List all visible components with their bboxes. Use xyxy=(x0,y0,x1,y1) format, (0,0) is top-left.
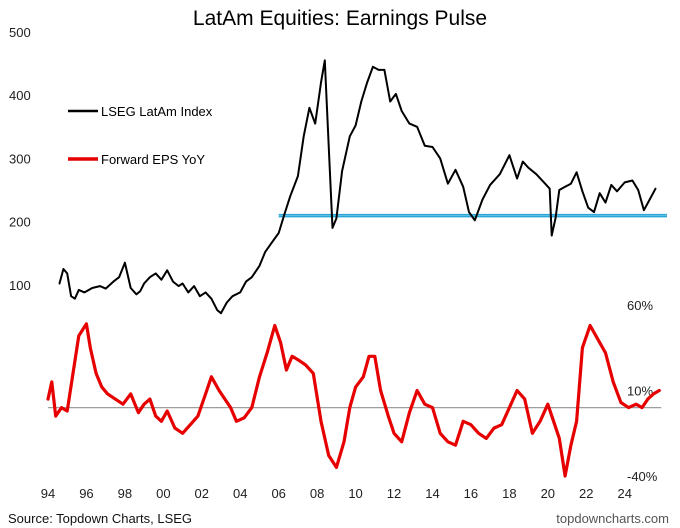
x-tick-label: 04 xyxy=(233,486,247,501)
legend-label-index: LSEG LatAm Index xyxy=(101,104,213,119)
x-tick-label: 98 xyxy=(118,486,132,501)
x-tick-label: 18 xyxy=(502,486,516,501)
x-tick-label: 00 xyxy=(156,486,170,501)
chart-title: LatAm Equities: Earnings Pulse xyxy=(193,7,487,30)
legend: LSEG LatAm Index Forward EPS YoY xyxy=(68,104,213,167)
x-axis-ticks: 94 96 98 00 02 04 06 08 10 12 14 16 18 20 22 24 xyxy=(41,486,632,501)
x-tick-label: 94 xyxy=(41,486,55,501)
series-line-latam-index xyxy=(58,59,657,315)
x-tick-label: 16 xyxy=(464,486,478,501)
chart-series xyxy=(46,59,661,478)
x-tick-label: 08 xyxy=(310,486,324,501)
right-tick-label: 60% xyxy=(627,298,653,313)
x-tick-label: 10 xyxy=(348,486,362,501)
x-tick-label: 22 xyxy=(579,486,593,501)
x-tick-label: 12 xyxy=(387,486,401,501)
legend-item-eps: Forward EPS YoY xyxy=(68,152,205,167)
right-tick-label: 10% xyxy=(627,384,653,399)
x-tick-label: 02 xyxy=(195,486,209,501)
right-tick-label: -40% xyxy=(627,469,658,484)
left-axis-ticks: 100 200 300 400 500 xyxy=(9,25,31,293)
left-tick-label: 300 xyxy=(9,151,31,166)
source-text: Source: Topdown Charts, LSEG xyxy=(8,511,192,526)
left-tick-label: 100 xyxy=(9,278,31,293)
legend-label-eps: Forward EPS YoY xyxy=(101,152,205,167)
x-tick-label: 14 xyxy=(425,486,439,501)
left-tick-label: 500 xyxy=(9,25,31,40)
x-tick-label: 20 xyxy=(541,486,555,501)
legend-item-index: LSEG LatAm Index xyxy=(68,104,213,119)
x-tick-label: 96 xyxy=(79,486,93,501)
x-tick-label: 06 xyxy=(271,486,285,501)
left-tick-label: 400 xyxy=(9,88,31,103)
series-line-forward-eps xyxy=(46,322,661,478)
x-tick-label: 24 xyxy=(617,486,631,501)
watermark-text[interactable]: topdowncharts.com xyxy=(556,511,669,526)
right-axis-ticks: 60% 10% -40% xyxy=(627,298,658,484)
left-tick-label: 200 xyxy=(9,215,31,230)
